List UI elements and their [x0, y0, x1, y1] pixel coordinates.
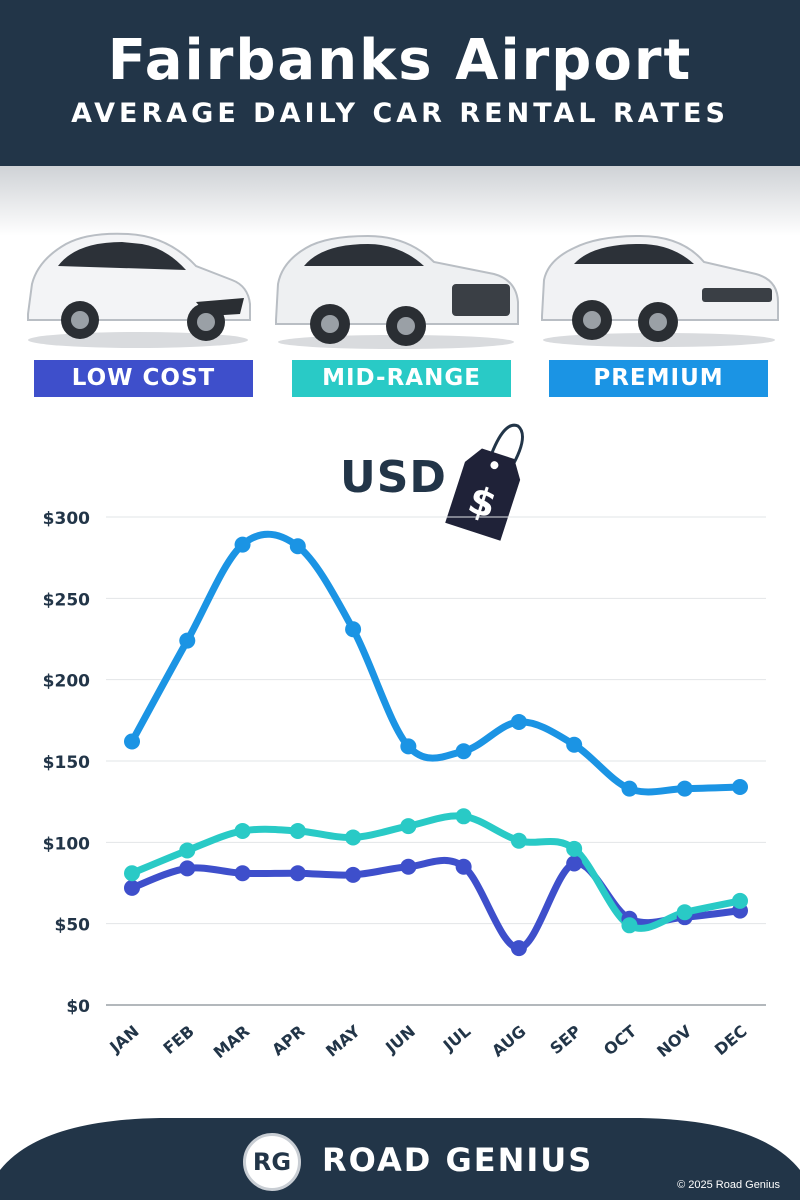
x-tick-label: JUN	[381, 1022, 419, 1058]
data-point-low-cost	[289, 865, 306, 882]
premium-suv-car-image	[541, 234, 779, 347]
series-line-premium	[128, 530, 744, 796]
rental-rates-line-chart: $0 $50 $100 $150 $200 $250 $300 JAN FEB MAR APR MA…	[43, 509, 766, 1063]
brand-name: ROAD GENIUS	[322, 1141, 594, 1179]
series-line-low-cost	[128, 856, 744, 952]
y-tick-label: $250	[43, 590, 90, 610]
y-tick-label: $150	[43, 753, 90, 773]
header: Fairbanks Airport AVERAGE DAILY CAR RENT…	[0, 0, 800, 166]
copyright-text: © 2025 Road Genius	[677, 1179, 780, 1191]
data-point-low-cost	[179, 860, 196, 877]
data-point-premium	[455, 743, 472, 760]
x-tick-label: NOV	[653, 1021, 696, 1061]
data-point-mid-range	[234, 822, 251, 839]
data-point-premium	[566, 736, 583, 753]
x-tick-label: OCT	[600, 1021, 640, 1059]
hatchback-car-image	[27, 232, 251, 348]
y-tick-label: $100	[43, 834, 90, 854]
x-tick-label: AUG	[488, 1022, 529, 1061]
data-point-low-cost	[510, 940, 527, 957]
data-point-premium	[621, 780, 638, 797]
low-cost-badge: LOW COST	[34, 360, 253, 397]
data-point-premium	[289, 538, 306, 555]
data-point-mid-range	[510, 832, 527, 849]
page-subtitle: AVERAGE DAILY CAR RENTAL RATES	[71, 98, 729, 129]
data-point-premium	[676, 780, 693, 797]
price-tag-icon: $	[445, 423, 524, 541]
data-point-mid-range	[289, 822, 306, 839]
data-point-mid-range	[621, 917, 638, 934]
page-title: Fairbanks Airport	[107, 28, 693, 93]
data-point-low-cost	[124, 879, 140, 896]
x-tick-label: FEB	[160, 1022, 198, 1058]
data-point-low-cost	[400, 858, 417, 875]
data-point-low-cost	[345, 866, 362, 883]
x-tick-label: MAR	[210, 1022, 253, 1063]
data-point-premium	[234, 536, 251, 553]
x-tick-label: SEP	[546, 1021, 585, 1058]
currency-label: USD	[340, 452, 447, 503]
data-point-mid-range	[676, 904, 693, 921]
suv-car-image	[275, 234, 519, 349]
y-tick-label: $0	[66, 997, 90, 1017]
data-point-low-cost	[455, 858, 472, 875]
data-point-low-cost	[234, 865, 251, 882]
data-point-premium	[400, 738, 417, 755]
data-point-low-cost	[566, 855, 583, 872]
data-point-premium	[179, 632, 196, 649]
data-point-premium	[345, 621, 362, 638]
data-point-premium	[732, 779, 748, 796]
data-point-premium	[510, 713, 527, 730]
footer-background	[0, 1118, 800, 1200]
data-point-mid-range	[566, 840, 583, 857]
mid-range-badge: MID-RANGE	[292, 360, 511, 397]
y-tick-label: $200	[43, 672, 90, 692]
x-tick-label: DEC	[711, 1022, 751, 1060]
data-point-mid-range	[179, 842, 196, 859]
data-point-premium	[124, 733, 140, 750]
y-tick-label: $50	[55, 916, 91, 936]
y-tick-label: $300	[43, 509, 90, 529]
data-point-mid-range	[455, 808, 472, 825]
data-point-mid-range	[400, 818, 417, 835]
x-tick-label: MAY	[322, 1021, 364, 1060]
premium-badge: PREMIUM	[549, 360, 768, 397]
car-showcase-band	[0, 166, 800, 236]
data-point-mid-range	[732, 892, 748, 909]
x-tick-label: APR	[268, 1022, 308, 1060]
x-tick-label: JAN	[105, 1022, 142, 1058]
data-point-mid-range	[345, 829, 362, 846]
x-tick-label: JUL	[439, 1022, 474, 1056]
data-point-mid-range	[124, 865, 140, 882]
road-genius-logo: RG	[243, 1133, 301, 1191]
